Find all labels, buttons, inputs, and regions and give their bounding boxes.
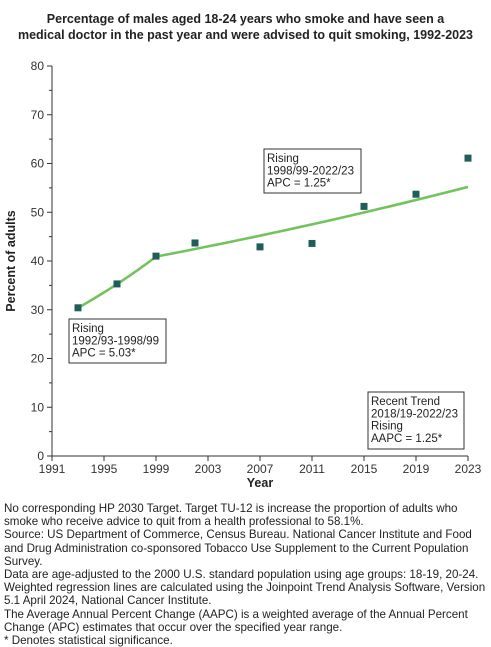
annotation-box [68, 318, 167, 364]
x-tick-label: 2019 [403, 462, 430, 476]
y-tick-label: 10 [31, 400, 45, 414]
footnote-target: No corresponding HP 2030 Target. Target … [4, 502, 458, 529]
y-tick-label: 0 [37, 449, 44, 463]
y-tick-label: 40 [31, 254, 45, 268]
x-tick-label: 2003 [195, 462, 222, 476]
data-point [464, 154, 472, 162]
y-tick-label: 70 [31, 108, 45, 122]
annotation-box [263, 148, 362, 194]
annotation-box [367, 391, 465, 450]
x-tick-label: 2011 [299, 462, 325, 476]
axes: 0 10 20 30 40 50 60 70 80 1991 1995 1999 2003 2007 201… [4, 59, 482, 490]
data-point [360, 202, 368, 210]
annotation-text: 1992/93-1998/99 [72, 335, 159, 347]
data-points [74, 154, 472, 312]
annotation-text: APC = 1.25* [267, 178, 331, 190]
annotation-text: 1998/99-2022/23 [267, 165, 354, 177]
chart-title-line-2: medical doctor in the past year and were… [17, 28, 473, 42]
data-point [308, 239, 316, 247]
trend-line [77, 185, 469, 309]
x-tick-label: 1991 [39, 462, 66, 476]
footnote-significance: * Denotes statistical significance. [4, 634, 173, 647]
trend-lines [77, 185, 469, 309]
annotation-text: Rising [72, 323, 104, 335]
y-axis-label: Percent of adults [4, 210, 18, 311]
footnote-age-adjusted: Data are age-adjusted to the 2000 U.S. s… [4, 568, 479, 582]
data-point [256, 243, 264, 251]
chart: 0 10 20 30 40 50 60 70 80 1991 1995 1999 2003 2007 201… [4, 59, 482, 490]
y-tick-label: 50 [31, 205, 45, 219]
annotation-text: Recent Trend [371, 396, 440, 408]
y-tick-label: 20 [31, 352, 45, 366]
x-tick-label: 2007 [247, 462, 274, 476]
data-point [412, 190, 420, 198]
annotation-text: AAPC = 1.25* [371, 433, 443, 445]
data-point [113, 280, 121, 288]
footnote-aapc: The Average Annual Percent Change (AAPC)… [4, 607, 468, 634]
x-tick-label: 1995 [91, 462, 118, 476]
footnote-regression: Weighted regression lines are calculated… [4, 581, 486, 608]
data-point [74, 304, 82, 312]
data-point [191, 239, 199, 247]
x-tick-label: 1999 [143, 462, 170, 476]
data-point [152, 252, 160, 260]
chart-title-line-1: Percentage of males aged 18-24 years who… [46, 12, 445, 26]
annotation-text: Rising [371, 421, 403, 433]
footnotes: No corresponding HP 2030 Target. Target … [4, 502, 490, 647]
y-tick-label: 30 [31, 303, 45, 317]
annotation-text: 2018/19-2022/23 [371, 408, 458, 420]
footnote-source: Source: US Department of Commerce, Censu… [4, 528, 472, 568]
y-tick-label: 80 [31, 59, 45, 73]
annotation-text: Rising [267, 153, 299, 165]
annotation-text: APC = 5.03* [72, 348, 136, 360]
y-tick-label: 60 [31, 157, 45, 171]
chart-title: Percentage of males aged 18-24 years who… [0, 11, 491, 43]
x-tick-label: 2023 [455, 462, 482, 476]
x-axis-label: Year [247, 476, 274, 490]
x-tick-label: 2015 [351, 462, 378, 476]
